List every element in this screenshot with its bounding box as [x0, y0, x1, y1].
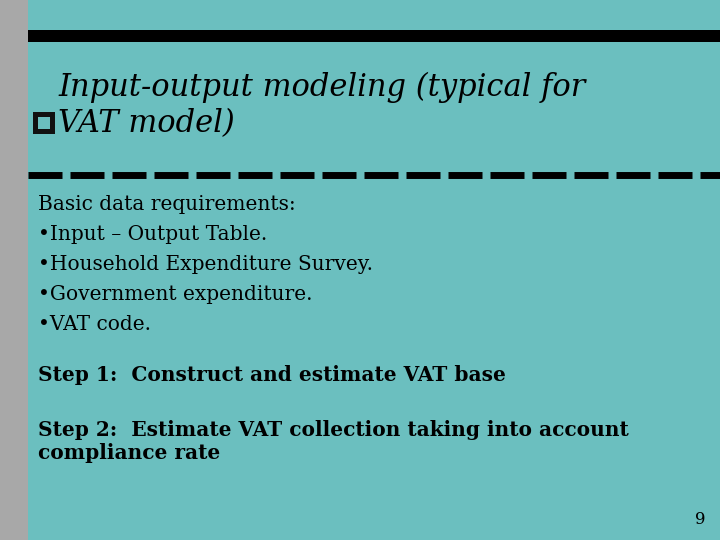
Text: Input-output modeling (typical for: Input-output modeling (typical for: [58, 72, 585, 103]
Bar: [33, 112, 55, 134]
Bar: [0, 0, 28, 540]
Text: •Input – Output Table.: •Input – Output Table.: [38, 225, 267, 244]
Text: 9: 9: [695, 511, 705, 528]
Bar: [28, 169, 720, 183]
Bar: [38, 117, 50, 129]
Text: Step 2:  Estimate VAT collection taking into account
compliance rate: Step 2: Estimate VAT collection taking i…: [38, 420, 629, 463]
Text: Step 1:  Construct and estimate VAT base: Step 1: Construct and estimate VAT base: [38, 365, 506, 385]
Text: •Government expenditure.: •Government expenditure.: [38, 285, 312, 304]
Bar: [28, 0, 55, 540]
Text: VAT model): VAT model): [58, 108, 235, 139]
Text: •VAT code.: •VAT code.: [38, 315, 151, 334]
Bar: [28, 30, 720, 42]
Text: Basic data requirements:: Basic data requirements:: [38, 195, 296, 214]
Text: •Household Expenditure Survey.: •Household Expenditure Survey.: [38, 255, 373, 274]
